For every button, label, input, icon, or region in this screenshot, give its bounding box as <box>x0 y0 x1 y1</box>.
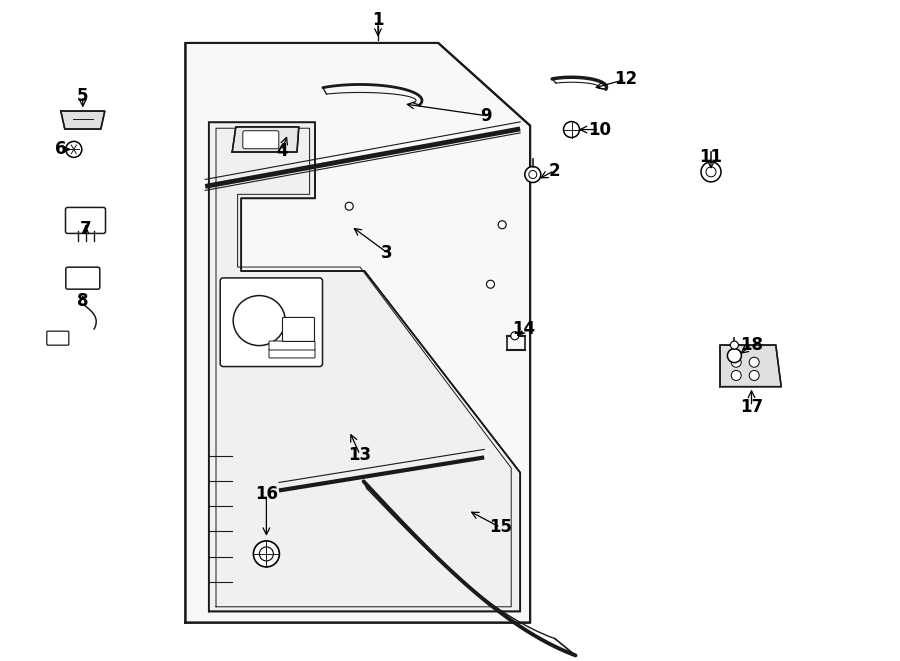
Text: 9: 9 <box>481 106 491 125</box>
FancyBboxPatch shape <box>269 341 315 350</box>
Text: 4: 4 <box>276 141 287 160</box>
Text: 11: 11 <box>699 148 723 167</box>
Polygon shape <box>720 345 781 387</box>
FancyBboxPatch shape <box>220 278 322 367</box>
Text: 6: 6 <box>56 140 67 159</box>
Circle shape <box>259 547 274 561</box>
FancyBboxPatch shape <box>66 267 100 289</box>
Text: 5: 5 <box>77 87 88 105</box>
Text: 16: 16 <box>255 485 278 504</box>
Circle shape <box>731 341 738 349</box>
Text: 15: 15 <box>489 518 512 537</box>
Text: 12: 12 <box>614 70 637 89</box>
Circle shape <box>749 370 760 381</box>
Circle shape <box>511 332 518 340</box>
Circle shape <box>529 171 536 178</box>
Polygon shape <box>232 127 299 152</box>
Circle shape <box>346 202 353 210</box>
Circle shape <box>731 370 742 381</box>
Circle shape <box>749 357 760 368</box>
Polygon shape <box>61 111 104 129</box>
FancyBboxPatch shape <box>283 317 314 342</box>
Polygon shape <box>185 43 530 623</box>
Circle shape <box>731 357 742 368</box>
FancyBboxPatch shape <box>243 131 279 149</box>
Text: 1: 1 <box>373 11 383 29</box>
Circle shape <box>499 221 506 229</box>
FancyBboxPatch shape <box>47 331 68 345</box>
Text: 17: 17 <box>740 397 763 416</box>
Text: 3: 3 <box>382 243 392 262</box>
Text: 8: 8 <box>77 292 88 310</box>
Text: 2: 2 <box>549 161 560 180</box>
FancyBboxPatch shape <box>66 208 105 233</box>
Circle shape <box>525 167 541 182</box>
Ellipse shape <box>233 295 285 346</box>
Text: 18: 18 <box>740 336 763 354</box>
Text: 13: 13 <box>348 446 372 464</box>
Circle shape <box>563 122 580 137</box>
Circle shape <box>487 280 494 288</box>
Polygon shape <box>209 122 520 611</box>
Text: 7: 7 <box>80 219 91 238</box>
Circle shape <box>254 541 279 567</box>
Circle shape <box>66 141 82 157</box>
Circle shape <box>727 348 742 363</box>
FancyBboxPatch shape <box>269 349 315 358</box>
Circle shape <box>701 162 721 182</box>
Text: 10: 10 <box>588 120 611 139</box>
Circle shape <box>706 167 716 177</box>
Text: 14: 14 <box>512 320 535 338</box>
